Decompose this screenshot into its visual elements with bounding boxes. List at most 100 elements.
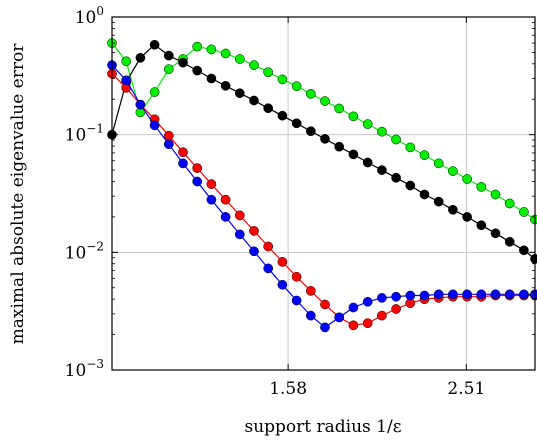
grid: [112, 16, 535, 371]
data-point: [277, 257, 288, 267]
data-point: [220, 48, 231, 59]
data-point: [163, 64, 174, 75]
data-point: [433, 289, 444, 300]
data-point: [305, 286, 316, 296]
data-point: [178, 158, 188, 169]
data-point: [249, 226, 259, 236]
data-point: [234, 229, 245, 240]
data-point: [391, 304, 401, 314]
data-point: [348, 111, 359, 122]
y-tick-label: 10−1: [65, 122, 104, 146]
data-point: [348, 320, 359, 331]
data-point: [206, 179, 217, 189]
data-point: [391, 172, 401, 183]
x-tick-label: 1.58: [269, 379, 307, 399]
data-point: [249, 60, 259, 70]
data-point: [448, 166, 458, 176]
data-point: [320, 299, 330, 310]
series-line: [111, 73, 535, 326]
data-point: [391, 134, 401, 145]
data-point: [448, 289, 458, 300]
data-point: [405, 142, 416, 153]
data-point: [178, 57, 188, 68]
data-point: [362, 119, 373, 129]
data-point: [206, 73, 217, 84]
data-point: [263, 241, 274, 252]
data-point: [192, 176, 203, 187]
data-point: [178, 147, 188, 158]
data-point: [476, 289, 487, 300]
data-point: [135, 99, 146, 110]
data-point: [263, 103, 274, 114]
data-point: [206, 44, 217, 55]
data-point: [490, 228, 501, 239]
data-point: [377, 165, 387, 175]
data-point: [305, 310, 316, 321]
data-point: [504, 236, 515, 247]
data-point: [476, 220, 487, 231]
data-point: [490, 189, 501, 200]
data-point: [377, 293, 387, 303]
axis-ticks: 1.58 2.51 10−3 10−2 10−1 100: [65, 4, 535, 399]
data-point: [348, 149, 359, 160]
data-point: [291, 118, 302, 129]
data-point: [291, 271, 302, 282]
data-point: [192, 163, 203, 173]
data-point: [433, 196, 444, 207]
data-point: [377, 310, 387, 321]
data-point: [334, 103, 345, 114]
data-point: [234, 88, 245, 99]
data-point: [234, 54, 245, 64]
data-point: [149, 87, 160, 97]
data-point: [121, 56, 132, 67]
data-point: [419, 189, 430, 200]
series-1: [107, 39, 537, 264]
data-point: [320, 134, 330, 144]
data-point: [320, 96, 330, 106]
data-point: [519, 207, 529, 217]
series-line: [111, 44, 536, 260]
data-point: [419, 290, 430, 301]
series-line: [111, 42, 536, 220]
data-point: [530, 214, 537, 225]
data-point: [405, 180, 416, 191]
data-point: [277, 279, 288, 290]
data-point: [362, 157, 373, 168]
data-point: [334, 312, 345, 323]
data-point: [362, 296, 373, 307]
data-point: [490, 289, 501, 300]
plot-frame: [111, 16, 536, 371]
data-point: [519, 289, 529, 300]
data-point: [291, 81, 302, 92]
data-point: [249, 95, 259, 106]
data-point: [504, 289, 515, 300]
data-point: [192, 65, 203, 76]
data-point: [305, 126, 316, 137]
data-point: [462, 174, 472, 184]
series-2: [107, 68, 537, 331]
data-point: [163, 50, 174, 61]
y-tick-label: 10−3: [65, 357, 104, 381]
y-tick-label: 10−2: [65, 239, 104, 263]
x-tick-label: 2.51: [447, 379, 485, 399]
data-point: [192, 41, 203, 52]
data-point: [377, 126, 387, 137]
y-axis-label: maximal absolute eigenvalue error: [8, 43, 28, 345]
data-point: [249, 246, 259, 257]
plot-series: [107, 38, 537, 333]
series-3: [107, 60, 537, 333]
data-point: [220, 194, 231, 205]
data-point: [362, 318, 373, 329]
data-point: [433, 158, 444, 169]
data-point: [305, 89, 316, 99]
data-point: [462, 289, 472, 300]
data-point: [519, 245, 529, 256]
data-point: [348, 302, 359, 313]
x-axis-label: support radius 1/ε: [244, 417, 401, 437]
data-point: [504, 198, 515, 209]
data-point: [419, 150, 430, 160]
data-point: [530, 254, 537, 264]
data-point: [277, 110, 288, 121]
y-tick-label: 100: [75, 4, 104, 28]
